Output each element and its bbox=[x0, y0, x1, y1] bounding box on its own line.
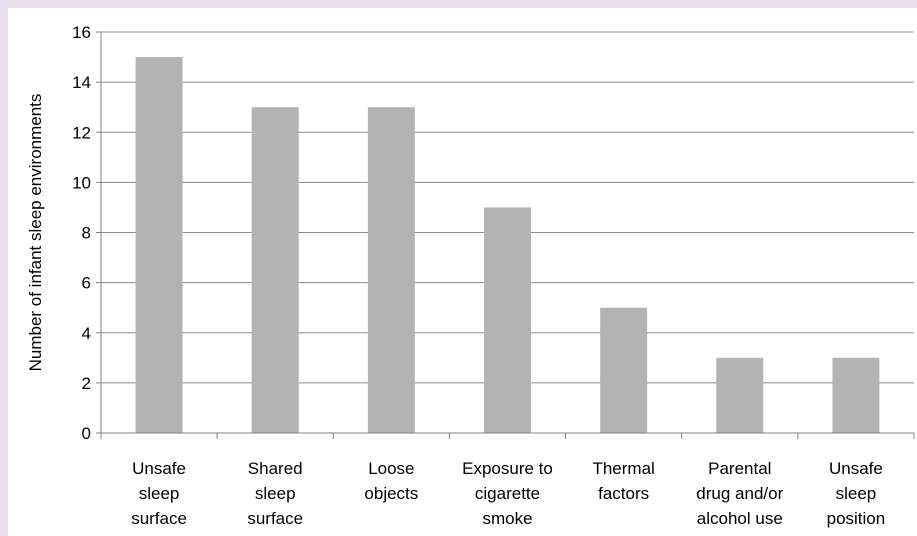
bars bbox=[135, 57, 880, 433]
y-tick-labels: 0 2 4 6 8 10 12 14 16 bbox=[72, 23, 91, 443]
y-tick-label: 6 bbox=[82, 274, 91, 293]
axes bbox=[96, 31, 915, 439]
x-category-label: Thermal factors bbox=[592, 459, 654, 503]
chart-panel: 0 2 4 6 8 10 12 14 16 Unsafe sleep surface Shared sl… bbox=[8, 8, 917, 536]
x-category-label: Unsafe sleep position bbox=[827, 459, 886, 528]
bar bbox=[135, 57, 183, 433]
y-tick-label: 8 bbox=[82, 224, 91, 243]
y-tick-label: 12 bbox=[72, 123, 91, 142]
y-tick-label: 2 bbox=[82, 374, 91, 393]
x-category-label: Unsafe sleep surface bbox=[131, 459, 187, 528]
bar-chart: 0 2 4 6 8 10 12 14 16 Unsafe sleep surface Shared sl… bbox=[26, 23, 915, 528]
bar bbox=[716, 357, 764, 433]
y-tick-label: 14 bbox=[72, 73, 91, 92]
x-category-labels: Unsafe sleep surface Shared sleep surface Loos… bbox=[131, 459, 885, 528]
y-tick-label: 4 bbox=[82, 324, 91, 343]
y-tick-label: 16 bbox=[72, 23, 91, 42]
bar bbox=[832, 357, 880, 433]
y-tick-label: 0 bbox=[82, 424, 91, 443]
y-axis-title: Number of infant sleep environments bbox=[26, 94, 45, 372]
x-category-label: Parental drug and/or alcohol use bbox=[696, 459, 783, 528]
bar bbox=[251, 107, 299, 433]
bar bbox=[367, 107, 415, 433]
x-category-label: Loose objects bbox=[364, 459, 418, 503]
bar bbox=[484, 207, 531, 433]
x-category-label: Exposure to cigarette smoke bbox=[462, 459, 553, 528]
bar bbox=[600, 307, 648, 433]
y-tick-label: 10 bbox=[72, 173, 91, 192]
x-category-label: Shared sleep surface bbox=[247, 459, 303, 528]
